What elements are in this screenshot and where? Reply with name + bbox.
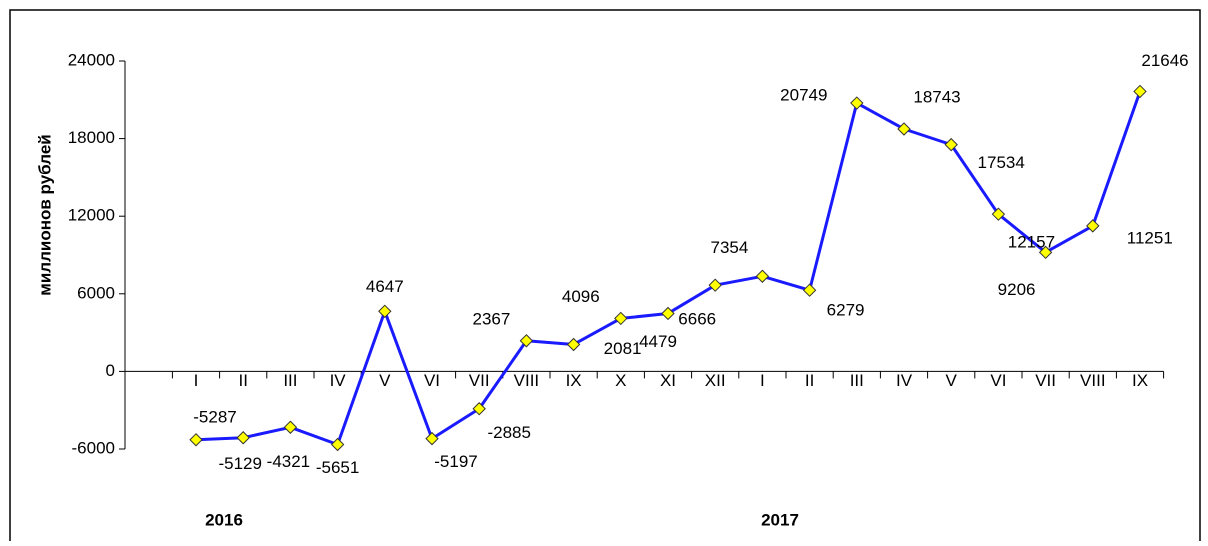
marker: [755, 269, 770, 283]
marker: [1133, 84, 1147, 99]
data-label: 2367: [472, 309, 510, 328]
marker: [944, 137, 958, 152]
marker: [425, 431, 439, 446]
marker: [566, 337, 581, 352]
marker: [330, 437, 345, 452]
y-tick-label: 0: [106, 361, 115, 380]
data-label: -5651: [316, 458, 359, 477]
x-tick-label: II: [805, 371, 814, 390]
data-label: 4479: [639, 332, 677, 351]
y-tick-label: 12000: [68, 206, 115, 225]
y-tick-label: 24000: [68, 50, 115, 69]
marker: [189, 433, 203, 447]
data-label: 2081: [604, 339, 642, 358]
x-tick-label: IX: [1132, 371, 1148, 390]
data-label: -5129: [218, 454, 261, 473]
x-tick-label: XI: [660, 371, 676, 390]
data-label: 18743: [913, 87, 960, 106]
chart-frame: [9, 9, 1201, 546]
y-tick-label: 18000: [68, 128, 115, 147]
data-label: -4321: [267, 452, 310, 471]
data-label: 11251: [1127, 228, 1173, 247]
x-tick-label: X: [615, 371, 626, 390]
x-tick-label: V: [379, 371, 391, 390]
data-label: -5287: [193, 407, 236, 426]
x-tick-label: V: [946, 371, 958, 390]
data-label: 6666: [678, 310, 716, 329]
marker: [897, 122, 911, 136]
y-axis-label: миллионов рублей: [35, 134, 54, 295]
data-label: 9206: [998, 280, 1036, 299]
x-tick-label: I: [760, 371, 765, 390]
x-tick-label: VII: [1035, 371, 1056, 390]
year-label: 2017: [761, 510, 799, 529]
x-tick-label: I: [194, 371, 199, 390]
y-tick-label: -6000: [72, 438, 115, 457]
x-tick-label: VI: [990, 371, 1006, 390]
data-label: 17534: [978, 153, 1025, 172]
x-tick-label: XII: [705, 371, 726, 390]
data-label: 4647: [366, 277, 404, 296]
marker: [519, 334, 534, 348]
x-tick-label: IV: [330, 371, 347, 390]
x-tick-label: II: [238, 371, 247, 390]
year-label: 2016: [205, 510, 243, 529]
marker: [472, 402, 486, 416]
data-label: -5197: [434, 452, 477, 471]
series-line: [195, 90, 1142, 446]
x-tick-label: III: [283, 371, 297, 390]
x-tick-label: VIII: [1080, 371, 1106, 390]
marker: [991, 207, 1006, 221]
marker: [1038, 245, 1053, 260]
marker: [802, 283, 817, 297]
marker: [378, 304, 392, 319]
data-label: 21646: [1141, 51, 1188, 70]
x-tick-label: VIII: [514, 371, 540, 390]
marker: [614, 311, 628, 326]
data-label: 6279: [827, 301, 865, 320]
data-label: 4096: [562, 287, 600, 306]
marker: [236, 431, 250, 445]
x-tick-label: III: [850, 371, 864, 390]
marker: [850, 96, 864, 110]
x-tick-label: VII: [469, 371, 490, 390]
x-tick-label: IV: [896, 371, 913, 390]
data-label: 7354: [710, 238, 748, 257]
data-label: -2885: [487, 423, 530, 442]
data-label: 12157: [1008, 233, 1055, 252]
x-tick-label: VI: [424, 371, 440, 390]
marker: [283, 420, 298, 434]
marker: [708, 278, 722, 292]
data-label: 20749: [780, 86, 827, 105]
marker: [1086, 219, 1100, 233]
x-tick-label: IX: [566, 371, 582, 390]
marker: [661, 306, 675, 321]
y-tick-label: 6000: [77, 283, 115, 302]
